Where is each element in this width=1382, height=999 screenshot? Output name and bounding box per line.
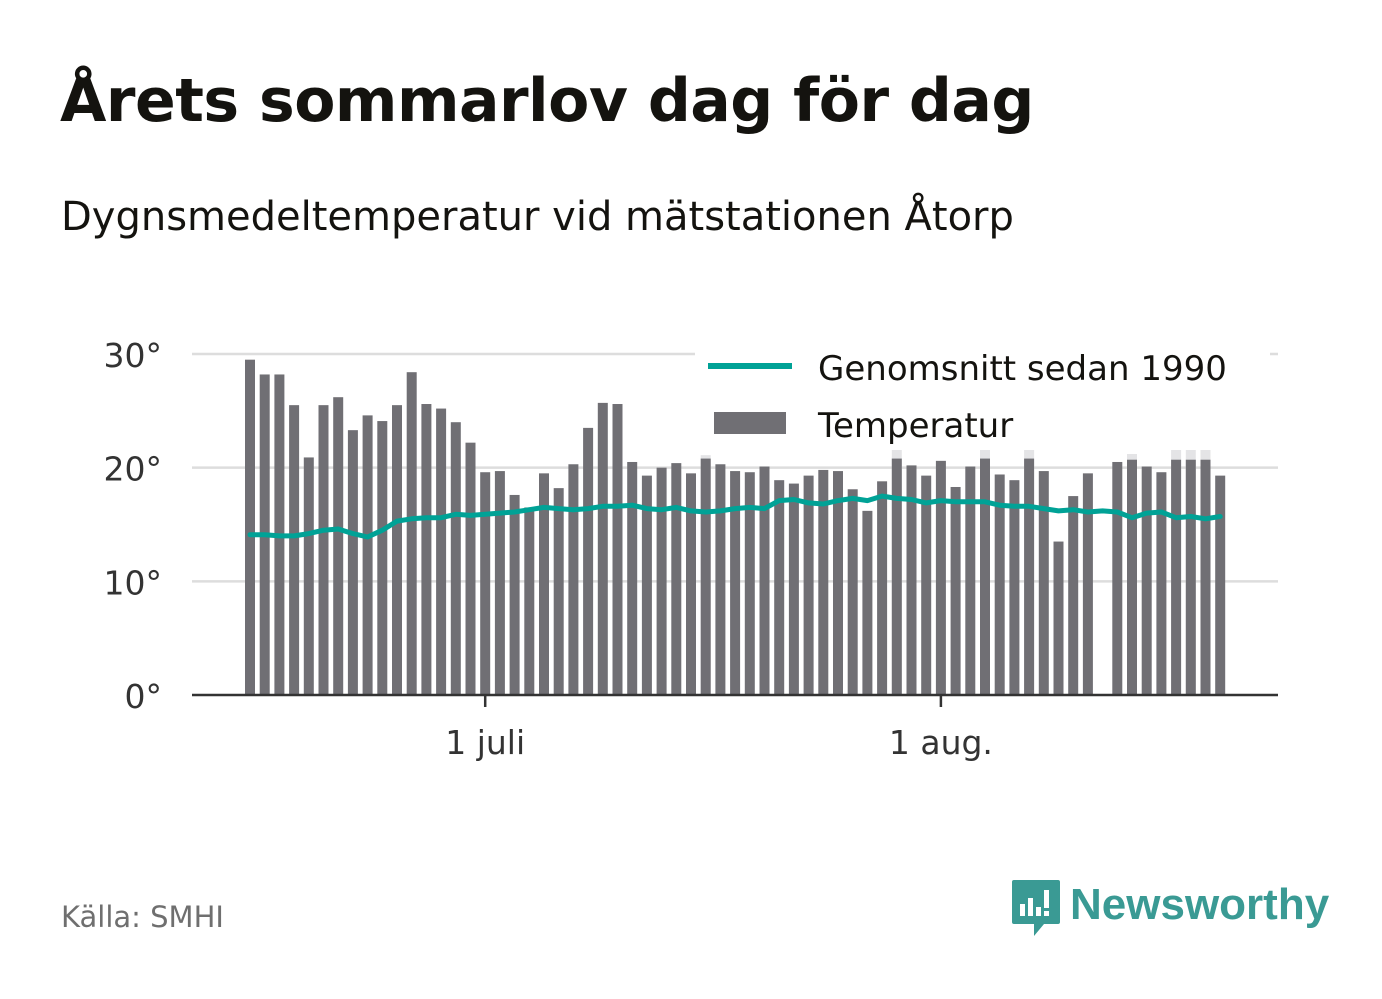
temperature-bar (289, 405, 300, 695)
temperature-bar (1200, 459, 1211, 695)
temperature-bar (1112, 461, 1123, 695)
legend-temperature-label: Temperatur (817, 406, 1013, 446)
temperature-bar (347, 430, 358, 695)
temperature-bar (980, 458, 990, 695)
temperature-bar (700, 458, 711, 695)
temperature-bar (553, 488, 564, 695)
temperature-bar (1038, 471, 1049, 695)
temperature-bar (318, 405, 329, 695)
temperature-bar (524, 507, 535, 695)
temperature-bar (935, 460, 946, 695)
temperature-bar (906, 465, 917, 695)
y-tick-label: 10° (104, 563, 163, 602)
legend-bar-swatch (714, 412, 786, 434)
temperature-bar (1068, 496, 1079, 695)
temperature-bar (245, 359, 255, 695)
temperature-bar (818, 469, 829, 695)
chart-subtitle: Dygnsmedeltemperatur vid mätstationen Åt… (61, 194, 1014, 240)
temperature-bar (788, 483, 799, 695)
temperature-bar (965, 466, 976, 695)
temperature-bar (833, 471, 843, 695)
temperature-bar (436, 408, 447, 695)
newsworthy-logo-icon (1012, 880, 1060, 936)
x-axis-ticks: 1 juli 1 aug. (445, 695, 993, 762)
average-line (247, 493, 1223, 540)
temperature-bar (1141, 466, 1152, 695)
temperature-bar (392, 405, 402, 695)
temperature-bar (333, 397, 344, 695)
temperature-bar (862, 510, 873, 695)
newsworthy-logo: Newsworthy (1010, 878, 1329, 940)
temperature-bar (612, 404, 623, 695)
temperature-bar (744, 472, 755, 695)
temperature-bar (1215, 475, 1226, 695)
temperature-bar (730, 471, 741, 695)
temperature-chart: 0° 10° 20° 30° 1 juli 1 aug. Genomsnitt seda… (104, 336, 1278, 762)
y-tick-label: 30° (104, 336, 163, 375)
temperature-bar (568, 464, 579, 695)
temperature-bar (715, 464, 726, 695)
y-axis-ticks: 0° 10° 20° 30° (104, 336, 163, 716)
temperature-bar (362, 415, 373, 695)
temperature-bar (421, 404, 432, 695)
temperature-bar (1082, 473, 1093, 695)
temperature-bar (1053, 541, 1064, 695)
legend-average-label: Genomsnitt sedan 1990 (818, 349, 1227, 389)
temperature-bar (1185, 459, 1196, 695)
temperature-bar (1171, 459, 1182, 695)
temperature-bar (465, 442, 476, 695)
x-tick-label: 1 juli (445, 723, 525, 762)
y-tick-label: 0° (125, 677, 163, 716)
temperature-bar (597, 402, 608, 695)
temperature-bar (641, 475, 652, 695)
temperature-bar (671, 463, 682, 695)
temperature-bar (877, 481, 888, 695)
temperature-bar (509, 494, 520, 695)
temperature-bar (303, 457, 314, 695)
temperature-bar (847, 489, 858, 695)
temperature-bar (539, 473, 549, 695)
temperature-bar (1009, 480, 1020, 695)
source-note: Källa: SMHI (61, 900, 224, 934)
temperature-bar (759, 466, 770, 695)
temperature-bar (994, 474, 1005, 695)
temperature-bar (656, 467, 667, 695)
temperature-bar (406, 372, 417, 695)
temperature-bar (494, 471, 505, 695)
temperature-bar (950, 486, 961, 695)
temperature-bar (891, 458, 902, 695)
legend: Genomsnitt sedan 1990 Temperatur (695, 340, 1270, 450)
temperature-bar (377, 421, 388, 695)
temperature-bar (1024, 458, 1035, 695)
temperature-bar (1156, 472, 1167, 695)
temperature-bar (450, 422, 461, 695)
x-tick-label: 1 aug. (889, 723, 993, 762)
temperature-bar (627, 461, 638, 695)
legend-background (695, 340, 1270, 450)
temperature-bar (583, 427, 594, 695)
chart-title: Årets sommarlov dag för dag (60, 66, 1034, 136)
temperature-bar (686, 473, 696, 695)
y-tick-label: 20° (104, 450, 163, 489)
temperature-bar (774, 480, 785, 695)
temperature-bar (480, 472, 491, 695)
temperature-bar (1127, 459, 1137, 695)
newsworthy-wordmark: Newsworthy (1070, 880, 1330, 929)
temperature-bar (803, 475, 814, 695)
temperature-bar (921, 475, 932, 695)
